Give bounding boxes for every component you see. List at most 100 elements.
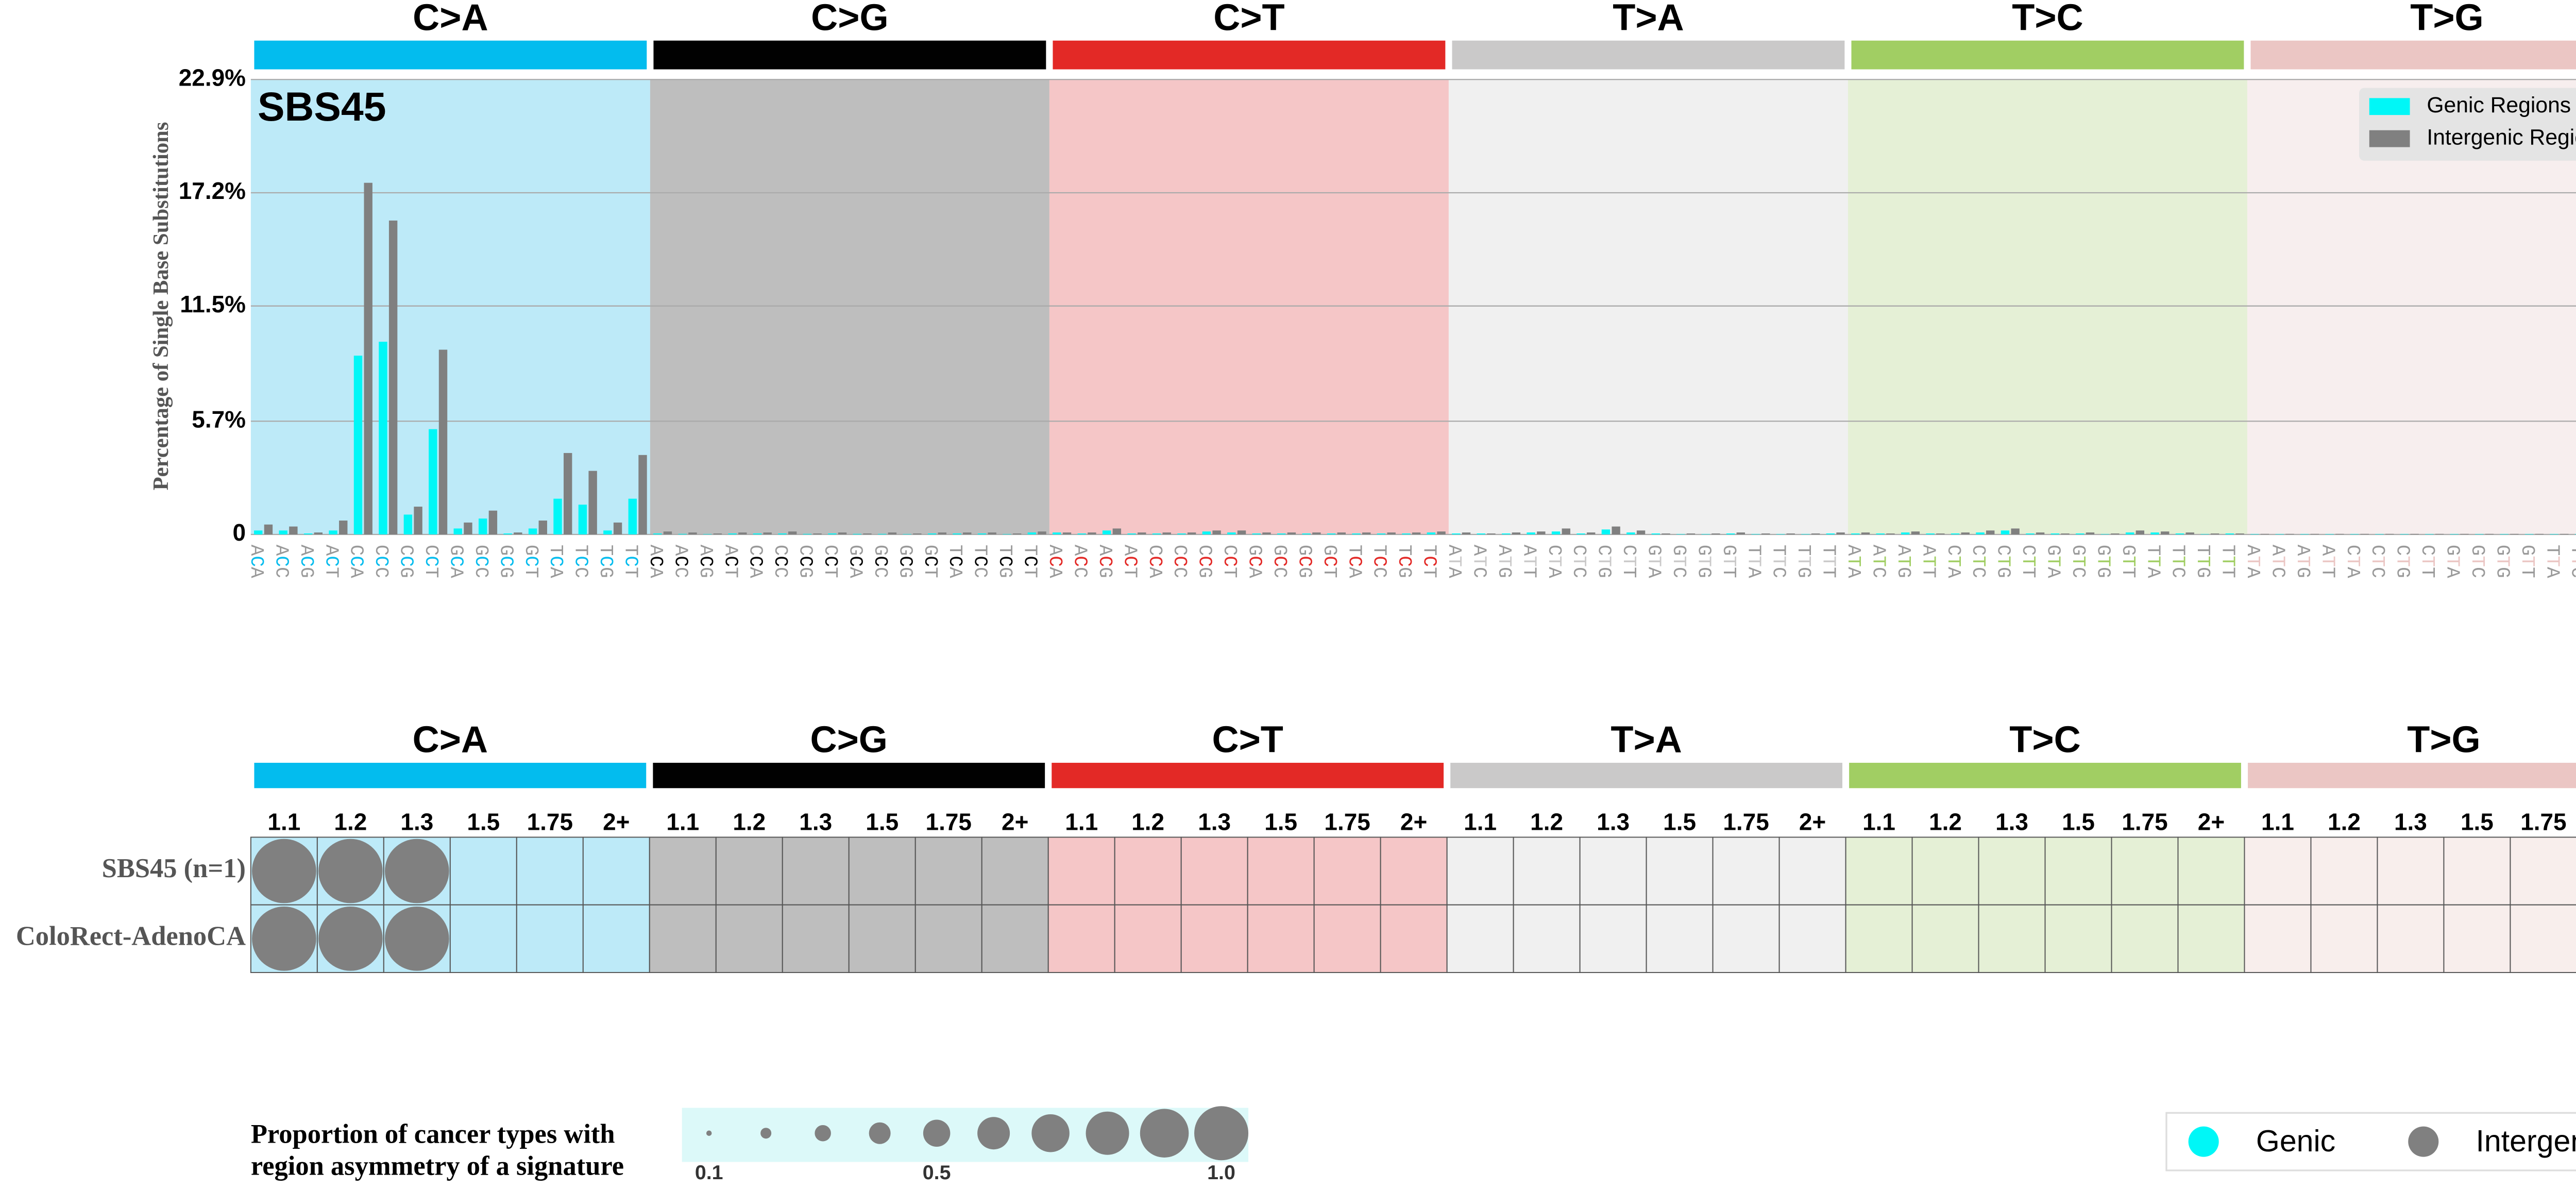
x-tick-label: GTT	[1718, 545, 1739, 578]
x-tick-label: GCG	[895, 545, 916, 578]
grid-cell	[1446, 836, 1514, 906]
y-axis-label: Percentage of Single Base Substitutions	[149, 122, 173, 491]
bar	[488, 510, 498, 535]
column-label: 2+	[1400, 808, 1427, 835]
column-label: 1.1	[2261, 808, 2294, 835]
grid-cell	[1579, 836, 1647, 906]
bar	[1437, 531, 1446, 535]
group-label: T>C	[2012, 0, 2083, 38]
bar	[1786, 533, 1795, 535]
bar	[563, 453, 572, 535]
column-label: 1.5	[1663, 808, 1696, 835]
x-tick-label: TCT	[1020, 545, 1041, 578]
bar	[528, 528, 537, 535]
bar	[1352, 533, 1361, 535]
x-tick-label: ACA	[645, 545, 666, 578]
group-label: T>A	[1611, 719, 1682, 761]
chart-title: SBS45	[258, 84, 386, 129]
size-legend-bubble	[815, 1125, 831, 1142]
grid-cell	[914, 904, 982, 973]
grid-cell	[2044, 836, 2112, 906]
x-tick-label: TCG	[596, 545, 617, 578]
bar	[2061, 533, 2070, 535]
column-label: 1.1	[1464, 808, 1497, 835]
x-tick-label: GTT	[2517, 545, 2538, 578]
bar	[1726, 533, 1735, 535]
bar	[1512, 532, 1521, 535]
x-tick-label: GCG	[496, 545, 517, 578]
legend-swatch	[2369, 98, 2410, 115]
column-label: 1.2	[334, 808, 367, 835]
bar	[1462, 532, 1471, 535]
bar	[1252, 533, 1261, 535]
bar	[1053, 532, 1061, 535]
grid-cell	[2244, 904, 2312, 973]
bar	[1886, 533, 1895, 535]
column-label: 1.1	[267, 808, 300, 835]
x-tick-label: CTT	[2018, 545, 2039, 578]
group-bar	[254, 763, 647, 789]
grid-cell	[1712, 904, 1780, 973]
bar	[553, 498, 562, 535]
bar	[2235, 533, 2244, 535]
bar	[1277, 533, 1286, 535]
x-tick-label: ACA	[1044, 545, 1065, 578]
x-tick-label: GTG	[2492, 545, 2513, 578]
bar	[1027, 532, 1037, 535]
grid-cell	[2310, 836, 2378, 906]
y-tick-label: 17.2%	[179, 177, 246, 204]
grid-cell	[2443, 904, 2511, 973]
grid-cell	[649, 904, 717, 973]
group-label: T>G	[2410, 0, 2483, 38]
bar	[1986, 530, 1995, 535]
bar	[738, 532, 747, 535]
size-legend-bubble	[1194, 1106, 1249, 1161]
group-label: C>T	[1212, 719, 1283, 761]
size-legend-tick: 1.0	[1207, 1161, 1235, 1184]
grid-cell	[516, 904, 584, 973]
grid-cell	[1513, 904, 1581, 973]
size-legend-title: region asymmetry of a signature	[251, 1151, 624, 1181]
column-label: 1.2	[1131, 808, 1164, 835]
bar	[1402, 533, 1411, 535]
bar	[1901, 532, 1910, 535]
bar	[1577, 533, 1585, 535]
grid-cell	[782, 904, 850, 973]
x-tick-label: TTA	[2542, 545, 2563, 578]
bar	[1811, 533, 1820, 535]
x-tick-label: GTA	[2043, 545, 2064, 578]
grid-cell	[2244, 836, 2312, 906]
x-tick-label: GCC	[1269, 545, 1290, 578]
bar	[1062, 532, 1072, 535]
legend-box	[2165, 1112, 2576, 1171]
grid-cell	[2177, 836, 2245, 906]
x-tick-label: CTG	[1594, 545, 1615, 578]
bar	[653, 533, 662, 535]
x-tick-label: GCC	[870, 545, 891, 578]
bar	[1951, 533, 1960, 535]
x-tick-label: ACG	[296, 545, 317, 578]
bar	[628, 498, 637, 535]
x-tick-label: ATG	[2292, 545, 2313, 578]
x-tick-label: ACT	[321, 545, 342, 578]
grid-cell	[848, 904, 916, 973]
x-tick-label: TCT	[620, 545, 641, 578]
bar	[279, 530, 287, 535]
bar	[1302, 533, 1311, 535]
column-label: 1.75	[527, 808, 573, 835]
grid-cell	[1380, 904, 1448, 973]
x-tick-label: TCT	[1419, 545, 1440, 578]
y-tick-label: 22.9%	[179, 64, 246, 91]
bar	[1651, 533, 1660, 535]
group-label: T>G	[2407, 719, 2480, 761]
column-label: 1.3	[2394, 808, 2427, 835]
bar	[1711, 533, 1720, 535]
bar	[813, 533, 822, 535]
bar	[289, 526, 298, 535]
bar	[1861, 532, 1870, 535]
bar	[588, 471, 597, 535]
column-label: 1.1	[1065, 808, 1098, 835]
grid-cell	[715, 904, 783, 973]
bar	[713, 533, 722, 535]
group-label: C>G	[810, 719, 888, 761]
